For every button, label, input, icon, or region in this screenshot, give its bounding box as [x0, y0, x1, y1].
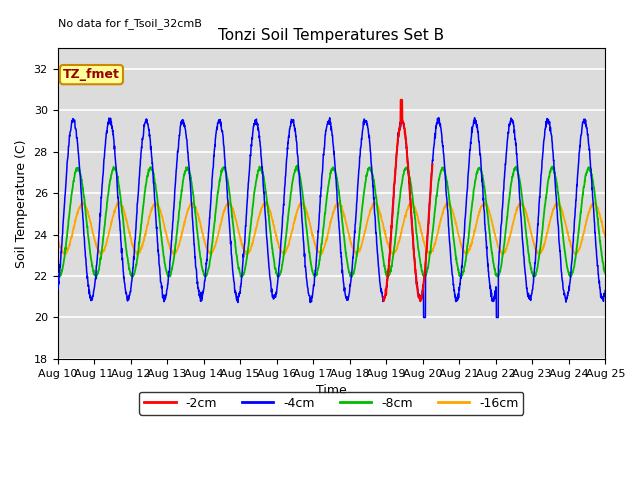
- Title: Tonzi Soil Temperatures Set B: Tonzi Soil Temperatures Set B: [218, 28, 444, 43]
- Text: No data for f_Tsoil_32cmB: No data for f_Tsoil_32cmB: [58, 19, 202, 29]
- Text: TZ_fmet: TZ_fmet: [63, 68, 120, 81]
- Legend: -2cm, -4cm, -8cm, -16cm: -2cm, -4cm, -8cm, -16cm: [140, 392, 524, 415]
- Y-axis label: Soil Temperature (C): Soil Temperature (C): [15, 139, 28, 268]
- X-axis label: Time: Time: [316, 384, 347, 397]
